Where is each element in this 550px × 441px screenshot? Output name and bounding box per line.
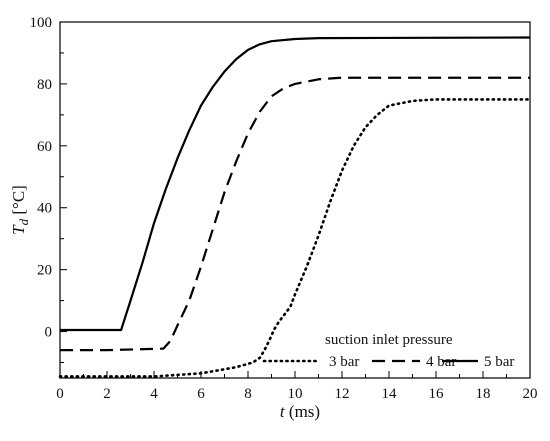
x-tick-label: 14 xyxy=(382,386,398,402)
series-line-5-bar xyxy=(60,36,531,332)
y-tick-label: 100 xyxy=(30,15,53,31)
y-axis-subscript: d xyxy=(16,218,31,225)
x-tick-label: 4 xyxy=(150,386,158,402)
x-axis-symbol: t xyxy=(280,402,286,421)
x-tick-label: 20 xyxy=(523,386,538,402)
plot-frame xyxy=(59,21,531,379)
x-tick-label: 8 xyxy=(244,386,252,402)
y-tick-label: 40 xyxy=(37,201,52,217)
legend-label-3-bar: 3 bar xyxy=(329,354,359,370)
series-layer xyxy=(58,36,532,378)
y-tick-label: 20 xyxy=(37,263,52,279)
x-tick-label: 12 xyxy=(335,386,350,402)
y-axis-unit: [°C] xyxy=(9,185,28,219)
series-line-3-bar xyxy=(58,98,532,378)
legend-label-5-bar: 5 bar xyxy=(484,354,514,370)
y-tick-label: 0 xyxy=(45,325,53,341)
x-tick-label: 0 xyxy=(56,386,64,402)
x-tick-label: 6 xyxy=(197,386,205,402)
x-tick-label: 18 xyxy=(476,386,491,402)
legend-title: suction inlet pressure xyxy=(325,332,453,348)
y-tick-label: 60 xyxy=(37,139,52,155)
y-axis-symbol: T xyxy=(9,224,28,235)
axes-layer: 0 2 4 6 8 10 12 14 16 18 20 0 20 40 60 80 100 xyxy=(30,15,538,402)
x-tick-label: 16 xyxy=(429,386,445,402)
plot-area xyxy=(59,21,531,379)
y-tick-label: 80 xyxy=(37,77,52,93)
x-axis-unit: (ms) xyxy=(285,402,320,421)
x-tick-label: 10 xyxy=(288,386,303,402)
series-line-4-bar xyxy=(60,76,530,352)
legend: suction inlet pressure 3 bar 4 bar 5 bar xyxy=(262,332,514,370)
x-axis-title: t (ms) xyxy=(280,402,320,421)
legend-label-4-bar: 4 bar xyxy=(426,354,456,370)
y-axis-title: Td [°C] xyxy=(9,185,31,235)
x-tick-label: 2 xyxy=(103,386,111,402)
